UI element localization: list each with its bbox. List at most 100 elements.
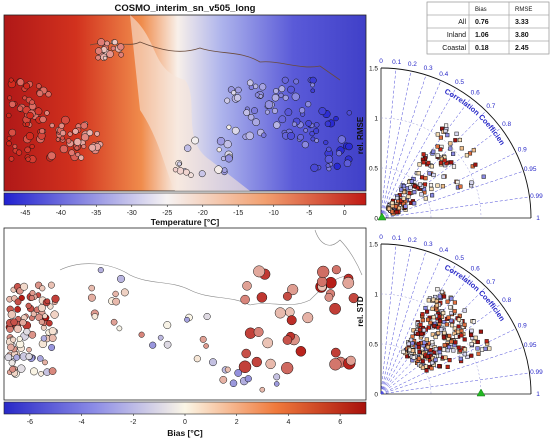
- station-marker: [343, 159, 352, 168]
- station-marker: [310, 163, 319, 172]
- colorbar-tick-label: 0: [343, 210, 347, 217]
- station-marker: [324, 292, 334, 302]
- station-marker: [309, 76, 317, 84]
- station-marker: [6, 112, 12, 119]
- station-marker: [97, 267, 104, 274]
- taylor-data-point: [424, 368, 429, 373]
- station-marker: [273, 121, 281, 129]
- taylor-radial-tick: 0: [374, 216, 378, 223]
- taylor-data-point: [441, 347, 446, 352]
- taylor-correlation-tick: 0.99: [530, 193, 543, 200]
- taylor-data-point: [438, 160, 443, 165]
- taylor-data-point: [423, 176, 428, 181]
- station-marker: [184, 144, 192, 152]
- taylor-correlation-tick: 0.8: [502, 121, 511, 128]
- station-marker: [7, 310, 16, 319]
- station-marker: [191, 136, 199, 145]
- taylor-radial-tick: 0: [374, 392, 378, 399]
- taylor-data-point: [452, 309, 457, 314]
- taylor-data-point: [420, 312, 425, 317]
- station-marker: [6, 140, 12, 147]
- stats-table-value: 3.33: [515, 19, 529, 26]
- bias-map: [3, 227, 367, 401]
- taylor-data-point: [401, 184, 407, 189]
- station-marker: [117, 274, 125, 283]
- taylor-correlation-tick: 0.6: [471, 89, 480, 96]
- taylor-data-point: [406, 341, 411, 346]
- station-marker: [49, 122, 55, 129]
- station-marker: [8, 128, 17, 137]
- station-marker: [273, 88, 279, 94]
- taylor-data-point: [445, 364, 450, 369]
- station-marker: [17, 364, 26, 373]
- station-marker: [345, 142, 353, 151]
- station-marker: [120, 288, 129, 297]
- stats-table-value: 0.76: [475, 19, 489, 26]
- station-marker: [34, 107, 43, 116]
- station-marker: [241, 348, 251, 359]
- station-marker: [318, 107, 327, 116]
- taylor-data-point: [453, 138, 458, 143]
- taylor-data-point: [423, 305, 428, 311]
- station-marker: [229, 379, 238, 388]
- station-marker: [37, 303, 46, 312]
- taylor-correlation-tick: 0.7: [486, 103, 495, 110]
- station-marker: [176, 161, 182, 167]
- station-marker: [326, 146, 332, 153]
- temperature-colorbar: -45 -40 -35 -30 -25 -20 -15 -10 -5 0 Temperature …: [3, 192, 367, 227]
- station-marker: [172, 167, 179, 173]
- station-marker: [287, 131, 295, 140]
- station-marker: [278, 92, 284, 98]
- station-marker: [38, 318, 45, 326]
- station-marker: [226, 124, 232, 130]
- taylor-data-point: [407, 191, 412, 196]
- station-marker: [8, 359, 16, 367]
- taylor-data-point: [476, 351, 481, 356]
- taylor-data-point: [418, 182, 423, 187]
- station-marker: [106, 50, 114, 58]
- station-marker: [342, 277, 355, 289]
- taylor-correlation-ray: [380, 250, 427, 395]
- taylor-data-point: [417, 162, 422, 167]
- taylor-data-point: [469, 328, 474, 333]
- station-marker: [220, 156, 226, 162]
- stats-table-value: 3.80: [515, 32, 529, 39]
- taylor-data-point: [449, 318, 454, 323]
- taylor-data-point: [469, 180, 474, 185]
- station-marker: [224, 97, 231, 104]
- taylor-data-point: [459, 146, 464, 151]
- taylor-data-point: [386, 206, 392, 211]
- taylor-data-point: [421, 152, 426, 157]
- station-marker: [221, 167, 228, 173]
- station-marker: [184, 316, 190, 323]
- station-marker: [233, 94, 242, 102]
- taylor-data-point: [451, 348, 456, 353]
- taylor-correlation-ray: [380, 70, 412, 219]
- station-marker: [193, 355, 201, 363]
- taylor-correlation-tick: 0.6: [471, 265, 480, 272]
- taylor-data-point: [448, 141, 453, 146]
- taylor-data-point: [416, 171, 421, 176]
- taylor-grid-arc: [380, 293, 482, 395]
- station-marker: [36, 83, 42, 89]
- station-marker: [287, 85, 295, 94]
- station-marker: [329, 302, 341, 315]
- taylor-data-point: [437, 364, 442, 369]
- taylor-data-point: [449, 339, 454, 344]
- station-marker: [9, 365, 16, 373]
- taylor-data-point: [464, 153, 469, 158]
- station-marker: [58, 122, 65, 129]
- taylor-data-point: [416, 345, 421, 350]
- taylor-grid-arc: [380, 117, 482, 219]
- colorbar-tick-label: 2: [235, 419, 239, 426]
- taylor-correlation-tick: 0.1: [392, 59, 401, 66]
- taylor-data-point: [390, 209, 395, 214]
- taylor-data-point: [462, 347, 468, 352]
- taylor-correlation-ray: [380, 170, 524, 219]
- colorbar-tick-label: -2: [130, 419, 136, 426]
- taylor-data-point: [424, 337, 429, 342]
- temperature-map: [3, 14, 367, 192]
- taylor-data-point: [452, 300, 457, 305]
- colorbar-tick-label: -5: [306, 210, 312, 217]
- colorbar-tick-label: -45: [20, 210, 30, 217]
